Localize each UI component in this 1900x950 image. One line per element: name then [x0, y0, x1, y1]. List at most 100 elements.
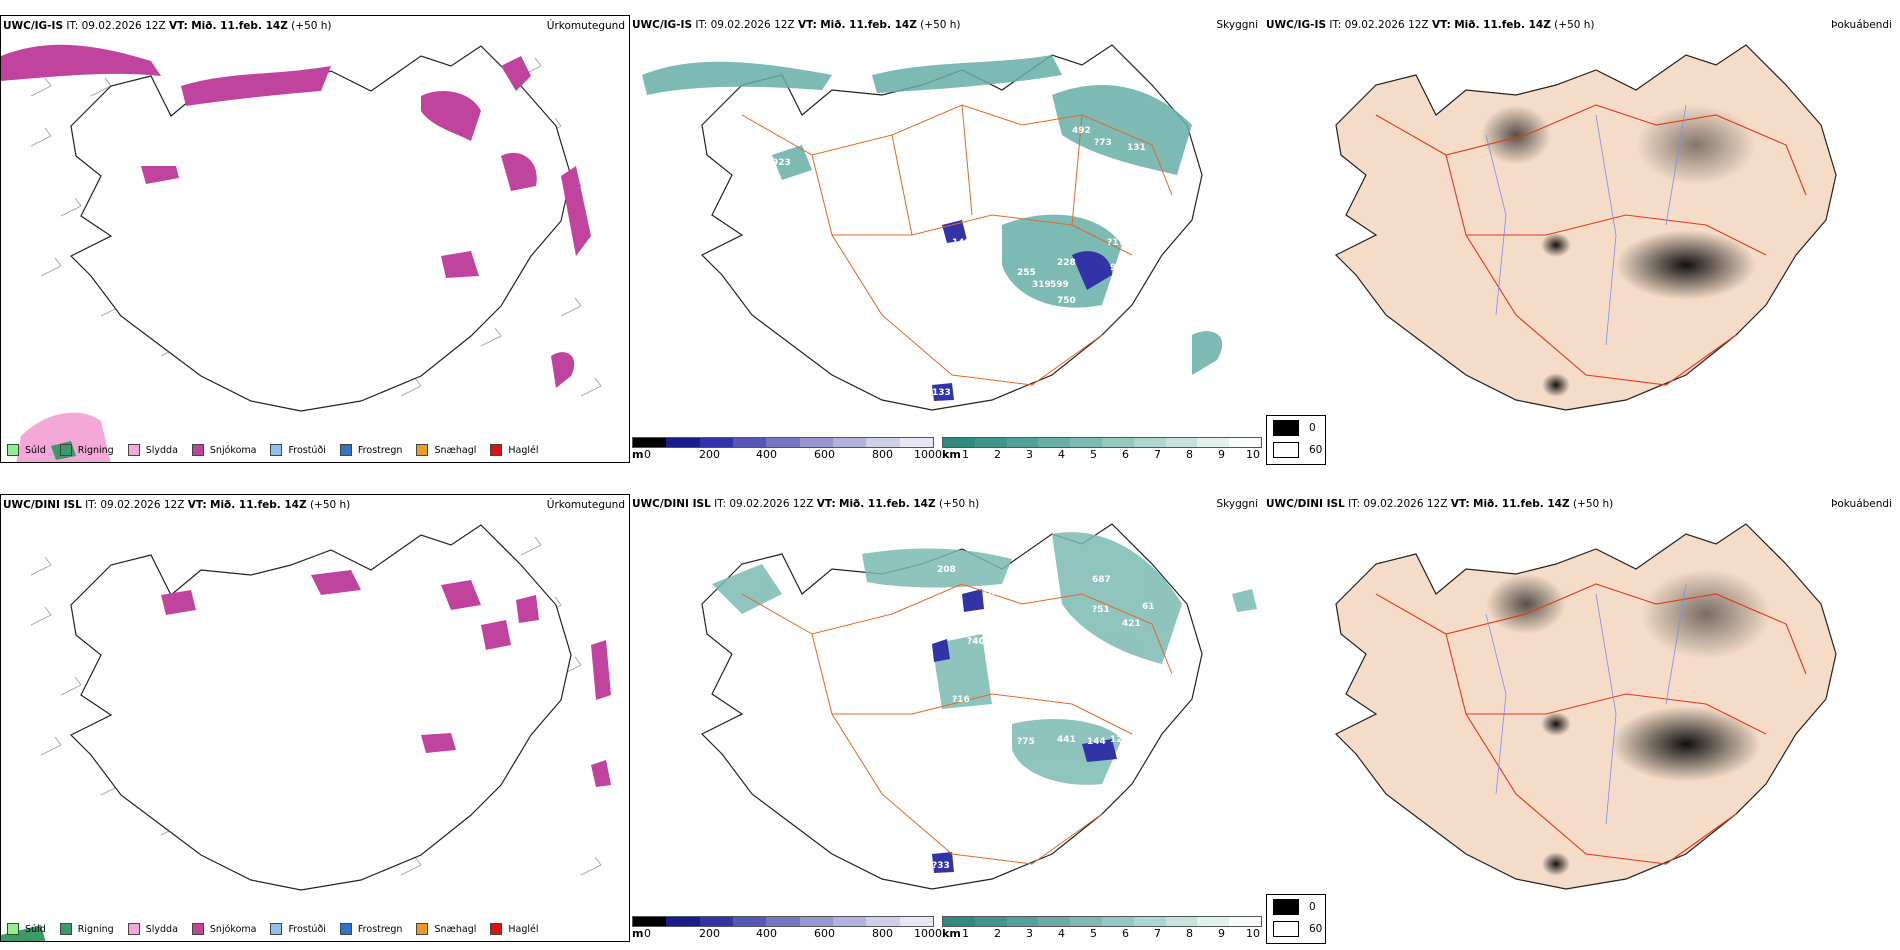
label: 421: [1122, 619, 1141, 629]
label: 228: [1057, 258, 1076, 268]
label: 193: [1042, 625, 1061, 635]
legend-item: Rigning: [59, 444, 114, 456]
label: 923: [772, 158, 791, 168]
label: ?81: [1027, 208, 1045, 218]
visibility-panel-dini: UWC/DINI ISL IT: 09.02.2026 12Z VT: Mið.…: [632, 494, 1262, 942]
label: ?55: [1087, 667, 1105, 677]
product-title: Úrkomutegund: [546, 20, 625, 32]
label: 10: [982, 591, 995, 601]
legend-item: Frostúði: [270, 923, 326, 935]
label: 107: [997, 652, 1016, 662]
visibility-unit: km: [942, 927, 961, 940]
road-network: [741, 583, 1173, 865]
visibility-colorbar: [942, 437, 1262, 448]
fog-index-panel-dini: UWC/DINI ISL IT: 09.02.2026 12Z VT: Mið.…: [1266, 494, 1896, 942]
label: ?73: [1094, 138, 1112, 148]
label: 49: [1040, 591, 1053, 601]
iceland-map: [1334, 523, 1837, 890]
iceland-coastline: [69, 45, 572, 412]
label: 61: [1142, 602, 1155, 612]
iceland-map: 208 77 687 49 ?51 61 421 191 331 193 107…: [700, 523, 1257, 890]
label: 191: [992, 627, 1011, 637]
product-title: Skyggni: [1216, 19, 1259, 31]
cloud-unit: m: [632, 927, 644, 940]
label: 315: [1032, 96, 1051, 106]
label: 427: [1052, 163, 1071, 173]
panel-header: UWC/DINI ISL IT: 09.02.2026 12Z VT: Mið.…: [1266, 498, 1614, 510]
low-cloud-areas: [932, 589, 1117, 873]
product-title: Úrkomutegund: [546, 499, 625, 511]
panel-header: UWC/DINI ISL IT: 09.02.2026 12Z VT: Mið.…: [632, 498, 980, 510]
legend-item: Haglél: [490, 923, 539, 935]
visibility-areas: [712, 532, 1257, 785]
label: 144: [1087, 737, 1106, 747]
label: ?46: [932, 118, 950, 128]
iceland-map: [1334, 44, 1837, 411]
label: 492: [1072, 126, 1091, 136]
cloud-base-colorbar: [632, 437, 934, 448]
precip-type-panel-dini: UWC/DINI ISL IT: 09.02.2026 12Z VT: Mið.…: [0, 494, 630, 942]
label: 208: [937, 565, 956, 575]
precip-legend: Súld Rigning Slydda Snjókoma Frostúði Fr…: [7, 923, 553, 935]
precip-type-panel-ig: UWC/IG-IS IT: 09.02.2026 12Z VT: Mið. 11…: [0, 15, 630, 463]
fog-legend-top: 0 60: [1266, 415, 1326, 465]
legend-item: Frostregn: [339, 923, 402, 935]
legend-item: Súld: [7, 923, 46, 935]
visibility-labels: 208 77 687 49 ?51 61 421 191 331 193 107…: [932, 559, 1155, 871]
label: 133: [932, 388, 951, 398]
low-cloud-areas: [932, 220, 1112, 401]
label: 599: [1050, 280, 1069, 290]
label: ?: [1102, 687, 1107, 697]
product-title: Þokuábendi: [1831, 19, 1892, 31]
legend-item: Rigning: [59, 923, 114, 935]
iceland-map: [1, 44, 602, 462]
panel-header: UWC/IG-IS IT: 09.02.2026 12Z VT: Mið. 11…: [3, 20, 332, 32]
fog-legend-bottom: 0 60: [1266, 894, 1326, 944]
label: 149: [952, 238, 971, 248]
snow-areas: [1, 44, 591, 388]
label: 18: [1032, 662, 1045, 672]
visibility-colorbar: [942, 916, 1262, 927]
visibility-labels: 151 923 315 492 ?73 427 208 131 343 ?28 …: [732, 96, 1190, 398]
label: 331: [1012, 629, 1031, 639]
product-title: Skyggni: [1216, 498, 1259, 510]
label: 343: [1127, 173, 1146, 183]
label: 131: [1127, 143, 1146, 153]
product-title: Þokuábendi: [1831, 498, 1892, 510]
label: 99: [1110, 263, 1123, 273]
label: ?16: [952, 695, 970, 705]
colorbars: m 0 200 400 600 800 1000 km 1 2 3 4 5 6 7 8 9 10: [632, 914, 1262, 942]
iceland-landmass: [1334, 523, 1837, 890]
iceland-map: 151 923 315 492 ?73 427 208 131 343 ?28 …: [642, 44, 1223, 411]
label: ?33: [932, 861, 950, 871]
legend-item: Frostregn: [339, 444, 402, 456]
rain-southwest: [1, 925, 46, 941]
iceland-landmass: [1334, 44, 1837, 411]
label: 151: [732, 96, 751, 106]
rivers: [1485, 104, 1687, 346]
snow-areas: [161, 570, 611, 787]
panel-header: UWC/DINI ISL IT: 09.02.2026 12Z VT: Mið.…: [3, 499, 351, 511]
panel-header: UWC/IG-IS IT: 09.02.2026 12Z VT: Mið. 11…: [632, 19, 961, 31]
legend-item: Haglél: [490, 444, 539, 456]
label: ?51: [1092, 605, 1110, 615]
legend-item: Snjókoma: [191, 923, 256, 935]
label: 255: [1017, 268, 1036, 278]
label: 77: [1022, 559, 1035, 569]
legend-item: Snjókoma: [191, 444, 256, 456]
legend-item: Slydda: [127, 923, 178, 935]
legend-item: Súld: [7, 444, 46, 456]
label: ?75: [1017, 737, 1035, 747]
cloud-base-colorbar: [632, 916, 934, 927]
colorbars: m 0 200 400 600 800 1000 km 1 2 3 4 5 6 7 8 9 10: [632, 435, 1262, 463]
fog-areas: [1481, 105, 1756, 397]
rivers: [1485, 583, 1687, 825]
precip-legend: Súld Rigning Slydda Snjókoma Frostúði Fr…: [7, 444, 553, 456]
road-network: [741, 104, 1173, 386]
label: 750: [1057, 296, 1076, 306]
iceland-map: [1, 524, 611, 941]
iceland-coastline: [69, 524, 572, 891]
label: 208: [1097, 160, 1116, 170]
visibility-panel-ig: UWC/IG-IS IT: 09.02.2026 12Z VT: Mið. 11…: [632, 15, 1262, 463]
cloud-unit: m: [632, 448, 644, 461]
